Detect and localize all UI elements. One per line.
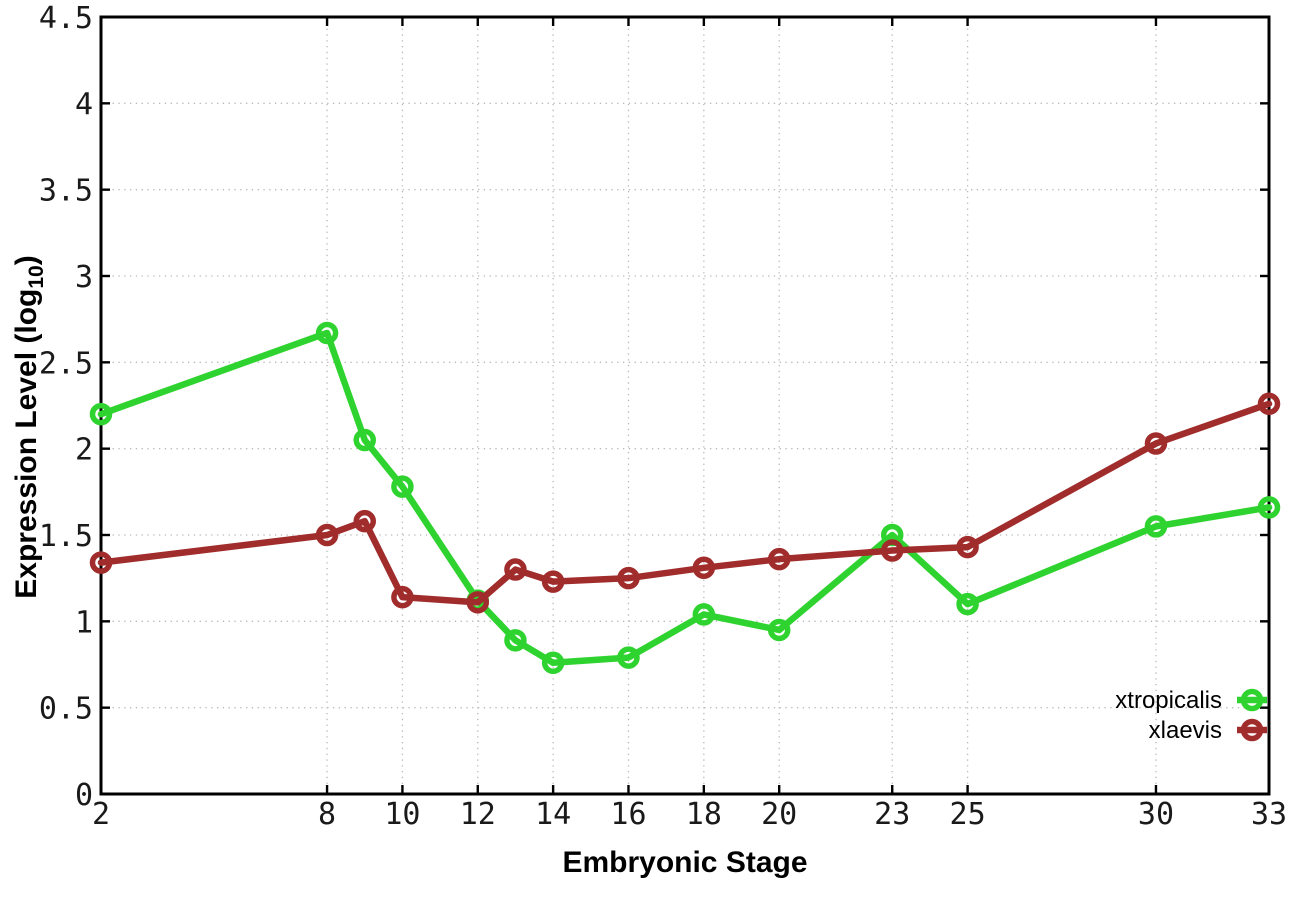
legend-label-xlaevis: xlaevis [1149,717,1222,744]
y-tick-label: 2.5 [39,346,93,381]
y-tick-label: 0 [75,778,93,813]
x-tick-label: 8 [318,797,336,832]
y-tick-label: 1.5 [39,519,93,554]
x-tick-label: 33 [1251,797,1287,832]
y-tick-label: 4 [75,87,93,122]
x-tick-label: 20 [761,797,797,832]
y-tick-label: 1 [75,605,93,640]
data-point-xlaevis [466,591,490,614]
data-point-xtropicalis [391,475,414,498]
data-point-xtropicalis [315,321,339,345]
data-point-xlaevis [504,558,527,581]
x-tick-label: 12 [460,797,496,832]
data-point-xtropicalis [617,646,640,669]
data-point-xlaevis [315,523,339,547]
data-point-xlaevis [956,535,979,559]
x-tick-label: 23 [874,797,910,832]
x-tick-label: 2 [92,797,110,832]
x-tick-label: 16 [610,797,646,832]
data-point-xtropicalis [504,629,527,652]
data-point-xtropicalis [1257,496,1281,519]
y-tick-label: 4.5 [39,1,93,36]
x-tick-label: 18 [686,797,722,832]
data-point-xtropicalis [89,402,113,426]
legend-sample-marker-xlaevis [1240,718,1264,742]
data-point-xlaevis [89,551,113,574]
data-point-xtropicalis [767,618,791,642]
x-tick-label: 14 [535,797,571,832]
data-point-xlaevis [541,570,565,593]
y-tick-label: 2 [75,433,93,468]
legend-label-xtropicalis: xtropicalis [1115,687,1222,714]
x-tick-label: 25 [950,797,986,832]
y-tick-label: 3.5 [39,174,93,209]
data-point-xlaevis [880,539,904,562]
data-point-xlaevis [767,547,791,571]
y-tick-label: 0.5 [39,692,93,727]
data-point-xlaevis [692,556,716,580]
data-point-xlaevis [1257,392,1281,416]
data-point-xlaevis [617,566,640,590]
y-axis-title: Expression Level (log10) [10,255,48,598]
legend-sample-marker-xtropicalis [1240,688,1264,712]
data-point-xtropicalis [541,651,565,675]
data-point-xlaevis [353,509,376,533]
data-point-xtropicalis [956,592,979,616]
x-axis-title: Embryonic Stage [562,846,807,879]
x-tick-label: 10 [384,797,420,832]
data-point-xtropicalis [1144,515,1168,538]
data-point-xtropicalis [692,603,716,626]
data-point-xlaevis [1144,432,1168,455]
y-tick-label: 3 [75,260,93,295]
data-point-xlaevis [391,585,414,609]
x-tick-label: 30 [1138,797,1174,832]
data-point-xtropicalis [353,428,376,452]
series-line-xlaevis [97,400,1273,606]
